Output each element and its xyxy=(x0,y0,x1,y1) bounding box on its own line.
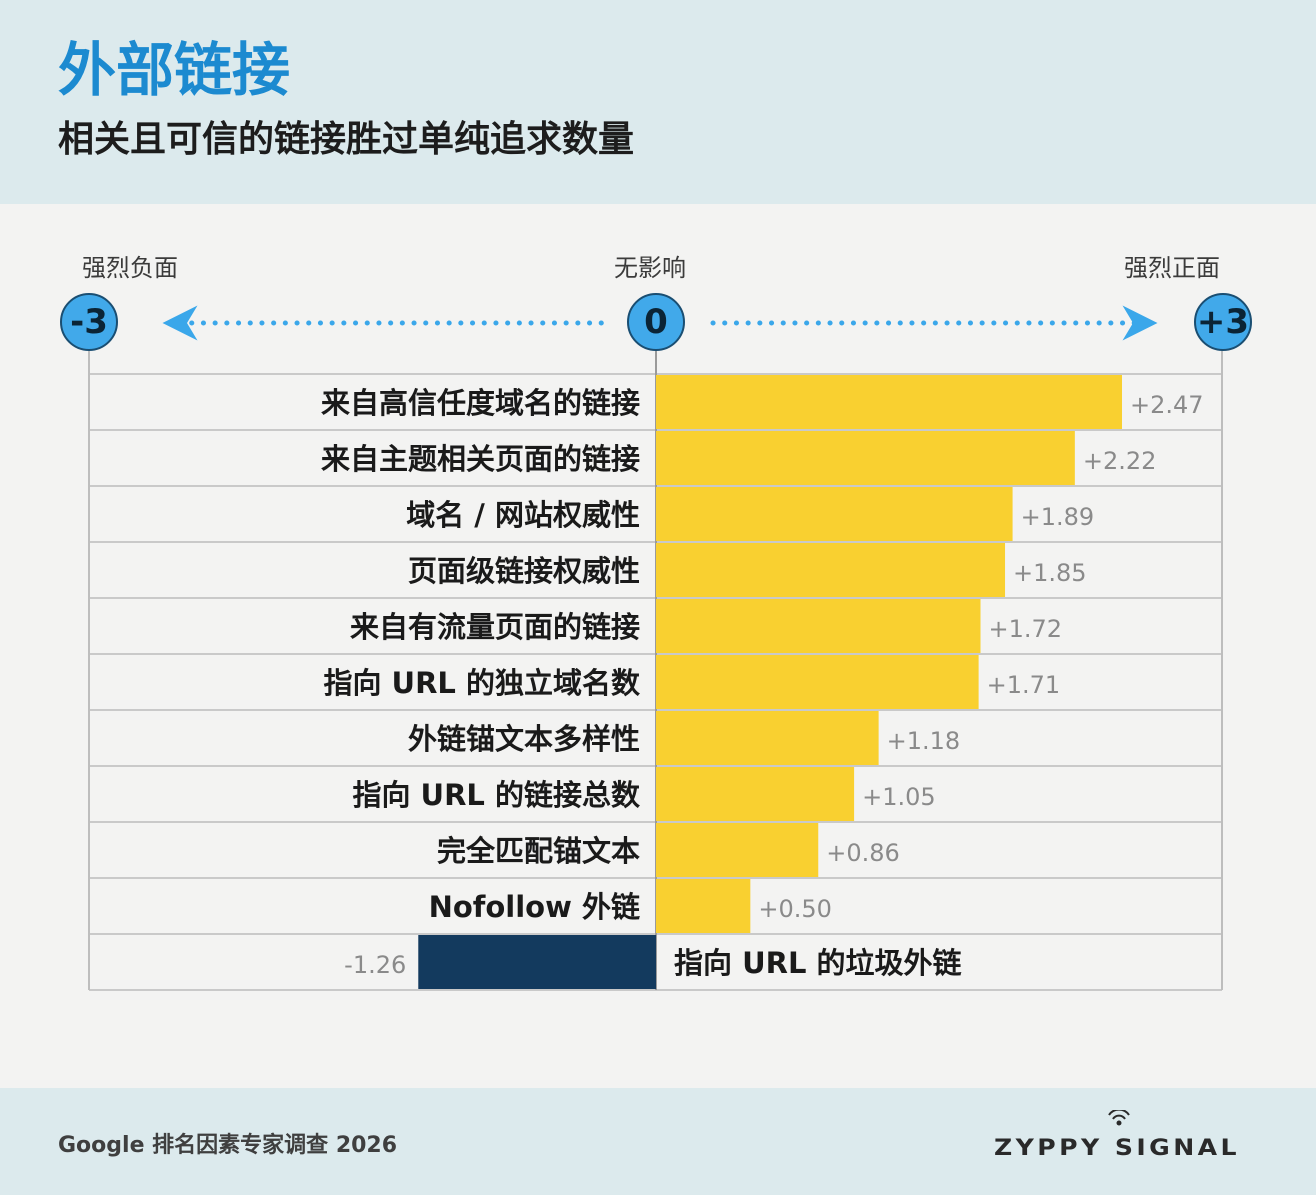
logo-wordmark: ZYPPY SIGNAL xyxy=(994,1136,1240,1161)
value-label: +2.47 xyxy=(1130,391,1204,419)
bar xyxy=(656,767,855,821)
category-label: 来自主题相关页面的链接 xyxy=(321,442,640,476)
category-label: 域名 / 网站权威性 xyxy=(406,498,640,532)
value-label: +1.85 xyxy=(1013,559,1087,587)
bar xyxy=(656,711,879,765)
category-label: 来自高信任度域名的链接 xyxy=(321,386,640,420)
value-label: +0.50 xyxy=(758,895,832,923)
bar xyxy=(656,655,979,709)
footer-source: Google 排名因素专家调查 2026 xyxy=(58,1133,398,1158)
header-band xyxy=(0,0,1316,204)
value-label: +1.72 xyxy=(989,615,1063,643)
scale-max-bubble: +3 xyxy=(1194,293,1252,351)
value-label: +0.86 xyxy=(826,839,900,867)
footer-band xyxy=(0,1088,1316,1195)
bar xyxy=(656,543,1006,597)
category-label: 指向 URL 的垃圾外链 xyxy=(674,946,962,980)
bar xyxy=(656,599,981,653)
category-label: 页面级链接权威性 xyxy=(408,554,640,588)
page-title: 外部链接 xyxy=(58,36,291,104)
scale-min-bubble: -3 xyxy=(60,293,118,351)
bar xyxy=(656,431,1075,485)
strong-positive-label: 强烈正面 xyxy=(1124,254,1220,282)
bar xyxy=(656,375,1123,429)
value-label: -1.26 xyxy=(344,951,406,979)
category-label: 指向 URL 的链接总数 xyxy=(352,778,641,812)
no-impact-label: 无影响 xyxy=(614,254,686,282)
bar xyxy=(656,487,1013,541)
value-label: +2.22 xyxy=(1083,447,1157,475)
value-label: +1.71 xyxy=(987,671,1061,699)
category-label: 指向 URL 的独立域名数 xyxy=(323,666,641,700)
bar xyxy=(656,823,819,877)
value-label: +1.89 xyxy=(1021,503,1095,531)
strong-negative-label: 强烈负面 xyxy=(82,254,178,282)
category-label: 完全匹配锚文本 xyxy=(437,834,640,868)
bar xyxy=(656,879,751,933)
value-label: +1.18 xyxy=(887,727,961,755)
category-label: 来自有流量页面的链接 xyxy=(350,610,640,644)
scale-zero-bubble: 0 xyxy=(627,293,685,351)
value-label: +1.05 xyxy=(862,783,936,811)
zyppy-signal-logo: ZYPPY SIGNAL xyxy=(994,1110,1240,1161)
page-subtitle: 相关且可信的链接胜过单纯追求数量 xyxy=(58,119,635,160)
category-label: 外链锚文本多样性 xyxy=(408,722,640,756)
bar xyxy=(418,935,656,989)
category-label: Nofollow 外链 xyxy=(429,890,640,924)
